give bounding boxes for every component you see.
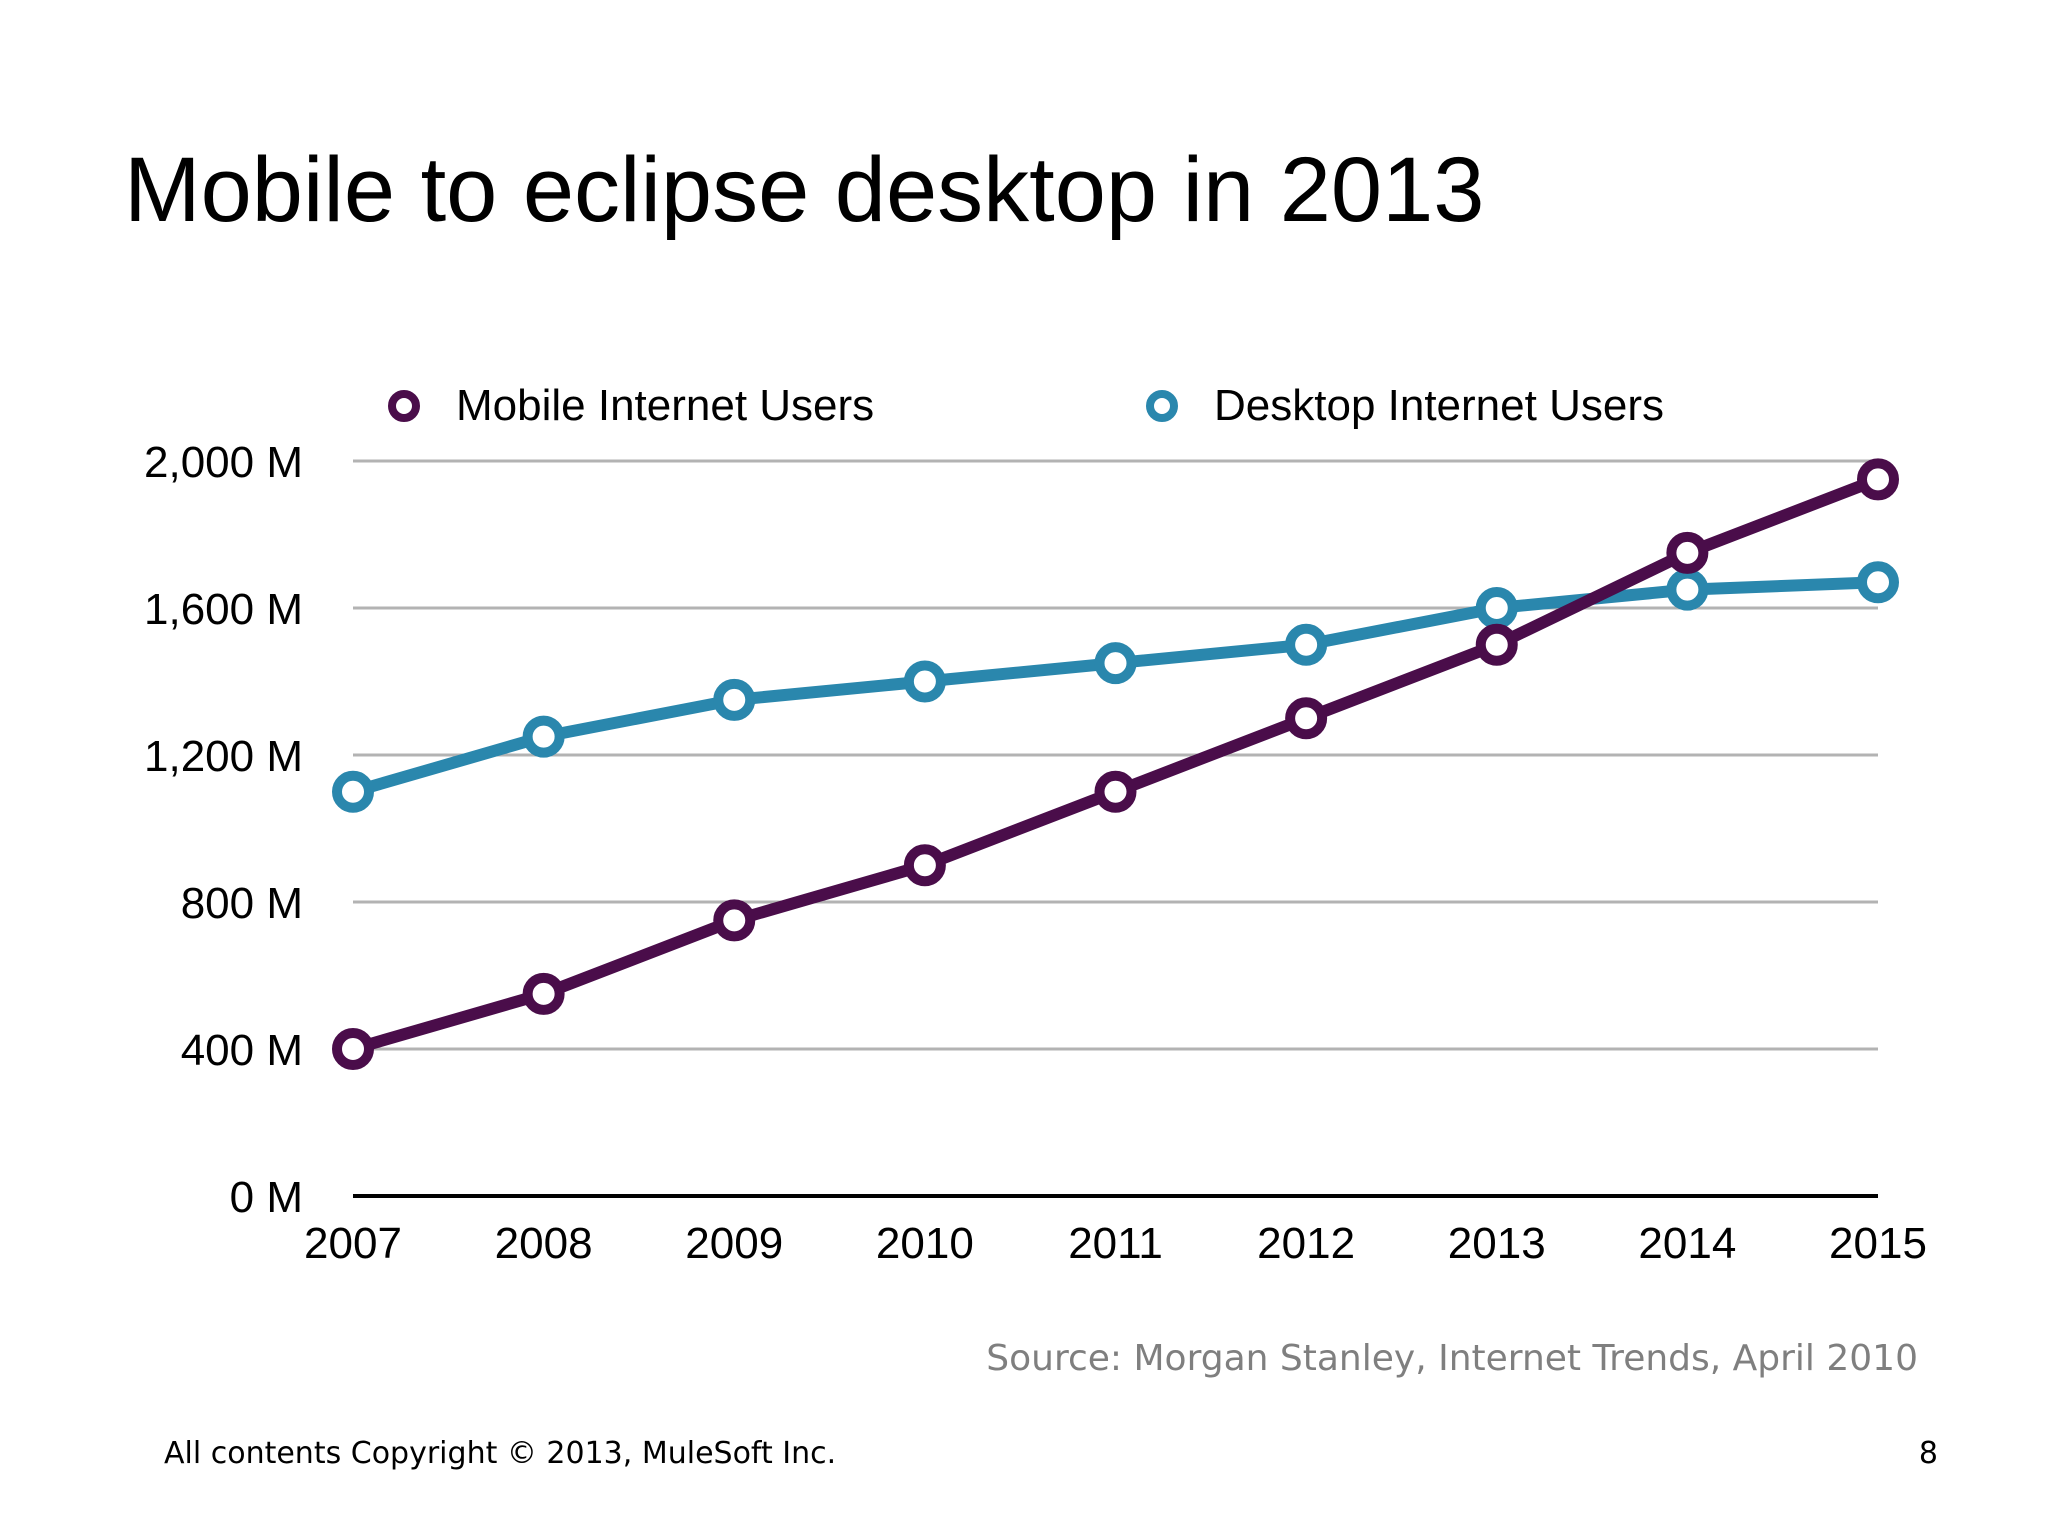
x-tick-label: 2010 — [876, 1219, 974, 1268]
data-point — [1857, 561, 1899, 604]
gridlines — [353, 459, 1878, 1198]
data-point — [903, 844, 946, 887]
series-line — [347, 473, 1884, 1055]
footer-copyright: All contents Copyright © 2013, MuleSoft … — [164, 1436, 837, 1471]
data-point — [1094, 642, 1137, 685]
data-point — [332, 1028, 374, 1070]
data-point — [713, 899, 756, 942]
data-point — [1475, 623, 1518, 666]
data-point — [1285, 697, 1328, 740]
data-point — [903, 660, 946, 703]
slide-title: Mobile to eclipse desktop in 2013 — [124, 139, 1485, 241]
data-point — [1285, 623, 1328, 666]
data-point — [713, 678, 756, 721]
series-line — [347, 576, 1884, 798]
x-axis-labels: 2007 2008 2009 2010 2011 2012 2013 2014 2015 — [304, 1219, 1927, 1268]
x-tick-label: 2009 — [685, 1219, 783, 1268]
y-axis-labels: 0 M 400 M 800 M 1,200 M 1,600 M 2,000 M — [144, 438, 303, 1222]
x-tick-label: 2014 — [1638, 1219, 1736, 1268]
y-tick-label: 2,000 M — [144, 438, 303, 487]
x-tick-label: 2011 — [1068, 1219, 1163, 1268]
x-tick-label: 2013 — [1448, 1219, 1546, 1268]
y-tick-label: 0 M — [230, 1173, 303, 1222]
legend-marker — [1146, 390, 1178, 422]
source-note: Source: Morgan Stanley, Internet Trends,… — [986, 1338, 1918, 1379]
data-point — [1666, 568, 1709, 611]
legend-label: Mobile Internet Users — [456, 381, 874, 430]
series-mobile — [332, 458, 1899, 1070]
y-tick-label: 1,600 M — [144, 585, 303, 634]
data-point — [1857, 458, 1899, 501]
legend-item: Desktop Internet Users — [1146, 381, 1664, 430]
legend-item: Mobile Internet Users — [388, 381, 874, 430]
data-point — [1475, 587, 1518, 629]
page-number: 8 — [1918, 1436, 1938, 1471]
series-lines — [332, 458, 1899, 1070]
x-tick-label: 2008 — [495, 1219, 593, 1268]
legend-marker — [388, 390, 420, 422]
data-point — [522, 972, 565, 1015]
x-tick-label: 2007 — [304, 1219, 402, 1268]
data-point — [522, 715, 565, 758]
x-tick-label: 2012 — [1257, 1219, 1355, 1268]
y-tick-label: 800 M — [181, 879, 303, 928]
legend: Mobile Internet Users Desktop Internet Us… — [388, 381, 1664, 430]
x-tick-label: 2015 — [1829, 1219, 1927, 1268]
data-point — [1094, 770, 1137, 813]
data-point — [332, 770, 374, 813]
series-desktop — [332, 561, 1899, 813]
legend-label: Desktop Internet Users — [1214, 381, 1664, 430]
y-tick-label: 1,200 M — [144, 732, 303, 781]
y-tick-label: 400 M — [181, 1026, 303, 1075]
data-point — [1666, 531, 1709, 574]
